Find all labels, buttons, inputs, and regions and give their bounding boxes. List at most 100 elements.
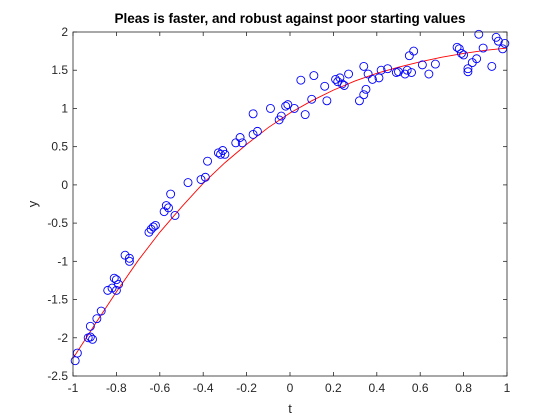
data-point — [170, 211, 180, 220]
data-point — [493, 36, 503, 46]
data-point — [124, 256, 134, 266]
x-tick-label: -0.2 — [236, 381, 257, 395]
data-point — [266, 103, 275, 113]
data-point — [463, 67, 473, 77]
data-point — [402, 65, 412, 75]
data-point — [85, 321, 95, 331]
y-tick-label: -1.5 — [47, 293, 68, 307]
scatter-points-layer — [70, 29, 510, 366]
data-point — [478, 43, 488, 53]
x-tick-label: -0.4 — [193, 381, 214, 395]
data-point — [109, 273, 119, 283]
data-point — [474, 29, 484, 39]
x-axis: -1 -0.8 -0.6 -0.4 -0.2 0 0.2 0.4 0.6 0.8 1 — [68, 32, 511, 395]
data-point — [424, 69, 434, 79]
data-point — [463, 64, 473, 74]
data-point — [276, 111, 286, 121]
data-point — [409, 46, 419, 56]
data-point — [376, 65, 386, 75]
data-point — [183, 178, 193, 188]
data-point — [363, 69, 373, 79]
data-point — [417, 60, 427, 70]
data-point — [213, 148, 223, 158]
data-point — [248, 109, 258, 119]
data-point — [487, 61, 497, 71]
data-point — [253, 126, 262, 136]
data-point — [85, 332, 95, 342]
x-axis-label: t — [288, 401, 292, 416]
data-point — [309, 71, 319, 81]
data-point — [283, 100, 293, 110]
y-tick-label: -2 — [57, 331, 68, 345]
data-point — [368, 74, 377, 84]
data-point — [300, 110, 310, 120]
data-point — [289, 103, 299, 113]
data-point — [359, 90, 369, 100]
data-point — [307, 94, 317, 104]
y-tick-label: 1 — [61, 101, 68, 115]
data-point — [235, 133, 245, 142]
fit-curve — [72, 47, 508, 359]
y-tick-label: -1 — [57, 254, 68, 268]
data-point — [383, 64, 393, 74]
data-point — [339, 81, 349, 90]
data-point — [161, 201, 171, 210]
data-point — [114, 279, 124, 289]
data-point — [322, 96, 332, 106]
data-point — [144, 227, 154, 237]
data-point — [407, 68, 416, 77]
x-tick-label: -0.6 — [149, 381, 170, 395]
data-point — [361, 84, 371, 94]
data-point — [354, 96, 364, 106]
y-axis-label: y — [25, 200, 40, 207]
data-point — [151, 220, 160, 230]
data-point — [92, 314, 102, 324]
x-tick-label: 1 — [504, 381, 511, 395]
data-point — [96, 306, 106, 316]
data-point — [237, 138, 247, 148]
data-point — [320, 81, 330, 91]
x-tick-label: 0.4 — [368, 381, 385, 395]
data-point — [103, 285, 113, 295]
x-tick-label: 0.8 — [455, 381, 472, 395]
data-point — [430, 59, 440, 69]
x-tick-label: -1 — [68, 381, 79, 395]
y-tick-label: -2.5 — [47, 369, 68, 383]
y-axis: -2.5 -2 -1.5 -1 -0.5 0 0.5 1 1.5 2 — [47, 25, 507, 383]
x-tick-label: 0 — [287, 381, 294, 395]
data-point — [296, 75, 306, 85]
data-point — [456, 48, 466, 58]
data-point — [472, 54, 482, 64]
data-point — [459, 50, 469, 60]
plot-area — [73, 32, 507, 376]
data-point — [359, 61, 369, 71]
data-point — [124, 253, 134, 263]
x-tick-label: -0.8 — [106, 381, 127, 395]
data-point — [454, 44, 464, 54]
data-point — [111, 285, 121, 295]
data-point — [166, 189, 176, 199]
data-point — [231, 138, 241, 148]
y-tick-label: 1.5 — [51, 63, 68, 77]
data-point — [335, 73, 345, 83]
data-point — [88, 334, 97, 344]
fit-curve-layer — [72, 47, 508, 359]
x-tick-label: 0.6 — [412, 381, 429, 395]
data-point — [203, 156, 212, 166]
y-tick-label: 0 — [61, 178, 68, 192]
data-point — [337, 79, 347, 89]
data-point — [196, 175, 206, 184]
data-point — [111, 275, 121, 285]
data-point — [107, 283, 117, 293]
data-point — [344, 69, 354, 79]
y-tick-label: 2 — [61, 25, 68, 39]
data-point — [331, 74, 341, 84]
y-tick-label: 0.5 — [51, 140, 68, 154]
data-point — [281, 101, 291, 111]
x-tick-label: 0.2 — [325, 381, 342, 395]
y-tick-label: -0.5 — [47, 216, 68, 230]
data-point — [500, 39, 510, 48]
data-point — [220, 149, 230, 159]
chart-title: Pleas is faster, and robust against poor… — [114, 11, 465, 26]
